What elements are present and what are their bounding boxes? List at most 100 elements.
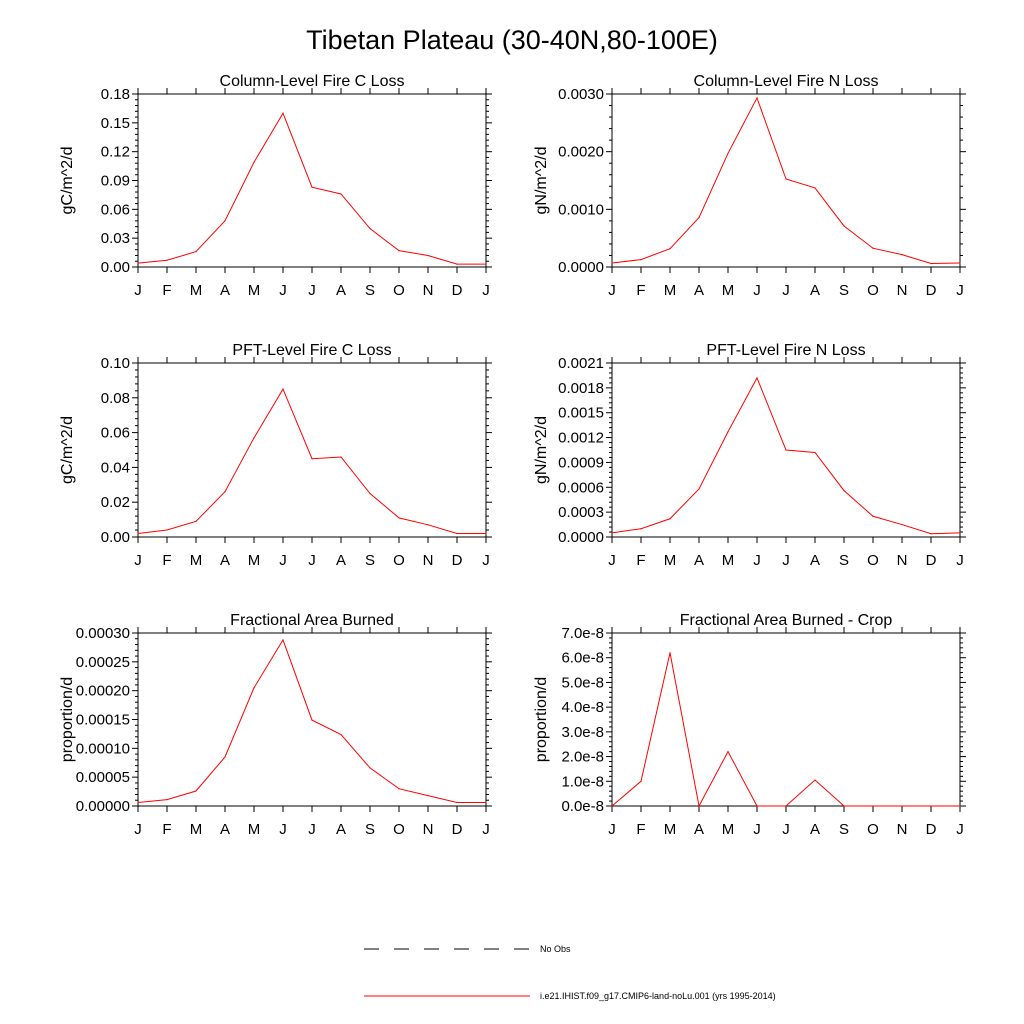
y-axis-label: gN/m^2/d: [533, 416, 550, 484]
data-point: [224, 756, 226, 758]
y-tick-label: 0.00030: [76, 625, 130, 642]
y-tick-label: 0.0018: [558, 380, 604, 397]
chart-panel: Column-Level Fire C Loss gC/m^2/d 0.00 0.03…: [59, 73, 492, 299]
data-point: [814, 779, 816, 781]
x-tick-label: J: [482, 552, 490, 569]
data-point: [930, 262, 932, 265]
data-point: [485, 801, 487, 804]
data-point: [398, 788, 400, 790]
y-tick-label: 0.0000: [558, 259, 604, 276]
data-point: [282, 388, 284, 390]
y-tick-label: 0.09: [101, 173, 130, 190]
x-tick-label: D: [926, 282, 937, 299]
x-tick-label: A: [694, 821, 704, 838]
x-tick-label: A: [810, 552, 820, 569]
y-tick-label: 7.0e-8: [561, 625, 604, 642]
x-tick-label: M: [248, 552, 261, 569]
data-point: [785, 178, 787, 180]
y-tick-label: 0.0009: [558, 454, 604, 471]
data-point: [485, 263, 487, 265]
y-axis-label: gC/m^2/d: [59, 416, 76, 484]
y-tick-label: 0.00025: [76, 654, 130, 671]
x-tick-label: J: [308, 282, 316, 299]
data-point: [456, 263, 458, 265]
y-tick-label: 0.06: [101, 425, 130, 442]
data-point: [427, 254, 429, 257]
x-tick-label: A: [336, 821, 346, 838]
x-tick-label: F: [162, 282, 171, 299]
x-tick-label: N: [897, 282, 908, 299]
x-tick-label: F: [636, 282, 645, 299]
data-point: [785, 805, 787, 807]
x-tick-label: J: [782, 821, 790, 838]
y-axis-label: gC/m^2/d: [59, 147, 76, 215]
page-title: Tibetan Plateau (30-40N,80-100E): [306, 25, 718, 55]
chart-panel: PFT-Level Fire C Loss gC/m^2/d 0.00 0.02 0.0…: [59, 342, 492, 569]
data-point: [311, 719, 313, 721]
x-tick-label: J: [308, 552, 316, 569]
plot-frame: [611, 93, 961, 268]
data-point: [369, 492, 371, 495]
data-point: [485, 532, 487, 535]
x-tick-label: A: [220, 821, 230, 838]
data-point: [253, 161, 255, 163]
data-point: [166, 529, 168, 531]
y-tick-label: 0.00015: [76, 712, 130, 729]
x-tick-label: S: [839, 282, 849, 299]
data-point: [669, 518, 671, 520]
series-line: [611, 376, 961, 535]
x-tick-label: M: [190, 552, 203, 569]
data-point: [340, 456, 342, 458]
data-point: [669, 652, 671, 654]
x-tick-label: D: [926, 552, 937, 569]
y-tick-label: 4.0e-8: [561, 699, 604, 716]
data-point: [843, 490, 845, 492]
y-axis-label: gN/m^2/d: [533, 147, 550, 215]
x-tick-label: M: [722, 821, 735, 838]
x-tick-label: O: [393, 282, 405, 299]
data-point: [340, 733, 342, 736]
x-tick-label: S: [365, 552, 375, 569]
x-tick-label: M: [664, 282, 677, 299]
chart-panels: Column-Level Fire C Loss gC/m^2/d 0.00 0.03…: [59, 73, 966, 838]
x-tick-label: J: [956, 552, 964, 569]
y-tick-label: 6.0e-8: [561, 650, 604, 667]
y-tick-label: 0.0010: [558, 201, 604, 218]
x-tick-label: A: [336, 282, 346, 299]
data-point: [253, 687, 255, 689]
x-tick-label: D: [452, 282, 463, 299]
y-tick-label: 0.0012: [558, 430, 604, 447]
x-tick-label: J: [782, 282, 790, 299]
chart-panel: Fractional Area Burned - Crop proportion/…: [533, 612, 966, 838]
data-point: [785, 449, 787, 451]
data-point: [282, 112, 284, 114]
data-point: [727, 431, 729, 433]
x-tick-label: F: [636, 552, 645, 569]
x-tick-label: J: [308, 821, 316, 838]
chart-title: Fractional Area Burned - Crop: [680, 612, 893, 629]
y-tick-label: 1.0e-8: [561, 773, 604, 790]
chart-title: PFT-Level Fire C Loss: [232, 342, 391, 359]
data-point: [427, 524, 429, 526]
y-tick-label: 0.0000: [558, 529, 604, 546]
x-tick-label: J: [753, 821, 761, 838]
data-point: [456, 801, 458, 804]
data-point: [195, 251, 197, 253]
x-tick-label: S: [365, 282, 375, 299]
data-point: [166, 799, 168, 801]
x-tick-label: A: [810, 282, 820, 299]
y-tick-label: 0.0e-8: [561, 798, 604, 815]
x-tick-label: O: [393, 552, 405, 569]
y-axis-label: proportion/d: [59, 677, 76, 762]
x-tick-label: J: [753, 552, 761, 569]
data-point: [224, 491, 226, 493]
legend: No Obs i.e21.IHIST.f09_g17.CMIP6-land-no…: [364, 944, 776, 1001]
x-tick-label: J: [608, 552, 616, 569]
x-tick-label: O: [867, 821, 879, 838]
data-point: [166, 259, 168, 261]
x-tick-label: D: [926, 821, 937, 838]
x-tick-label: N: [897, 552, 908, 569]
x-tick-label: A: [694, 552, 704, 569]
data-point: [398, 250, 400, 252]
data-point: [930, 805, 932, 807]
